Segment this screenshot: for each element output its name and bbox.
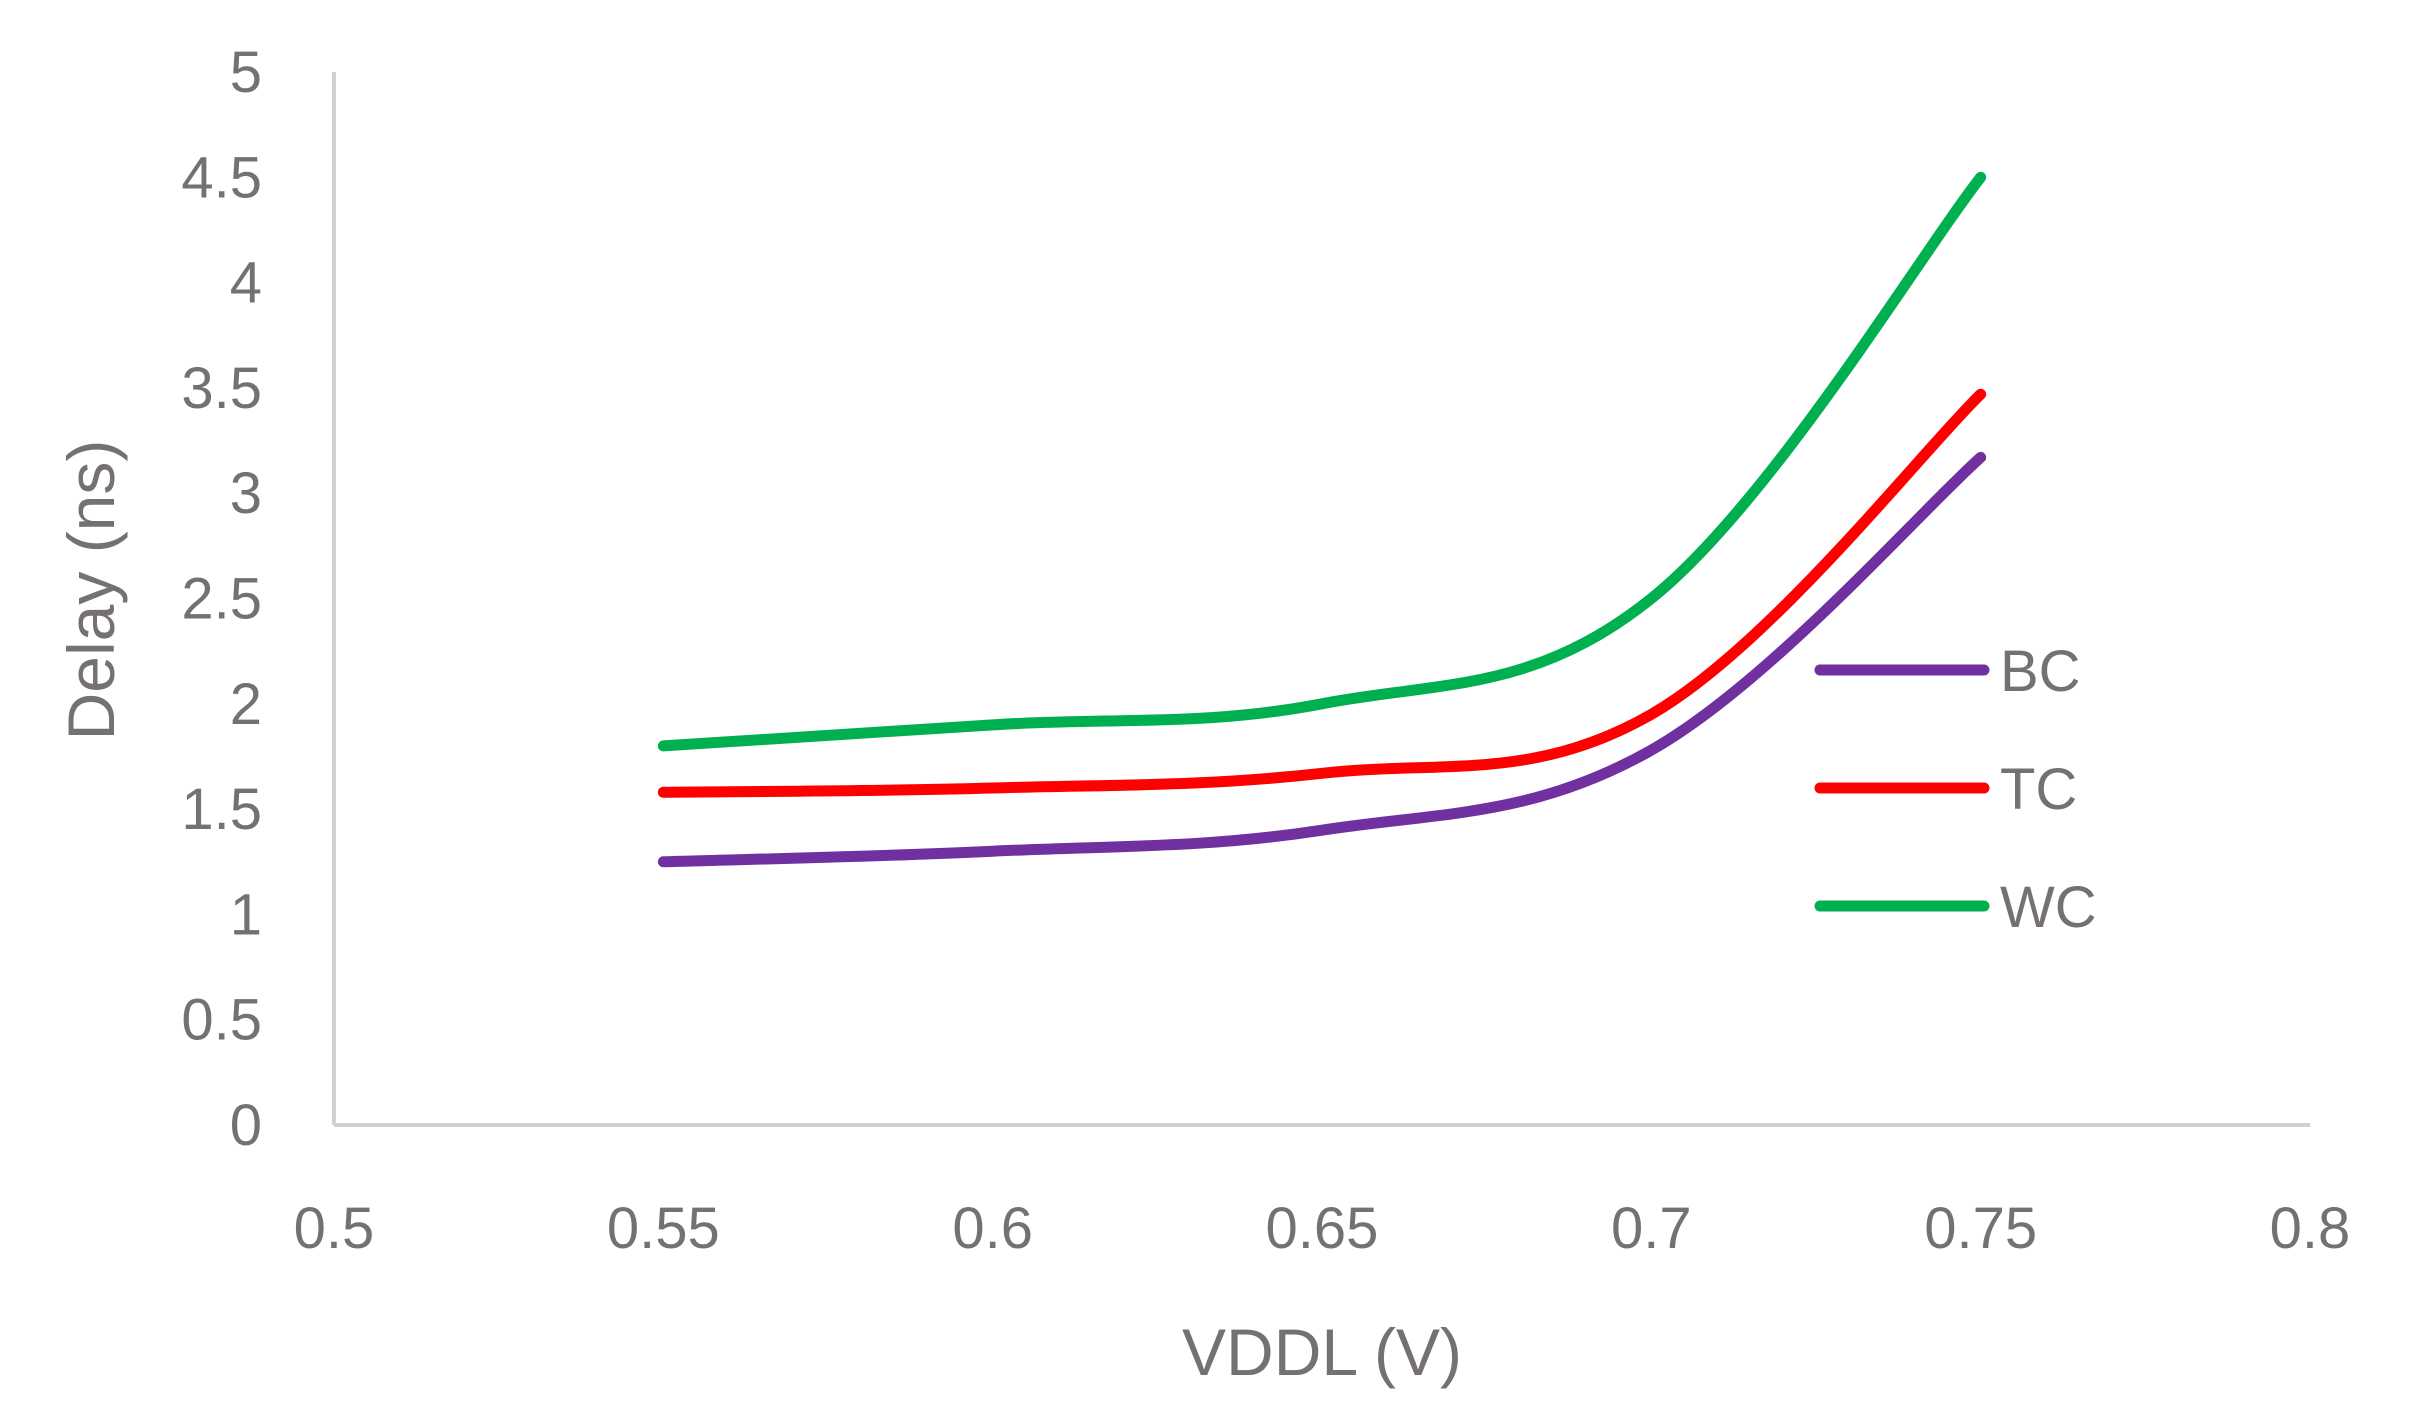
x-tick-label: 0.55 xyxy=(607,1196,720,1261)
x-tick-label: 0.5 xyxy=(294,1196,375,1261)
legend-label-tc: TC xyxy=(2000,757,2077,822)
series-line-tc xyxy=(657,388,1987,798)
y-tick-label: 4 xyxy=(230,251,262,316)
y-tick-label: 2 xyxy=(230,672,262,737)
legend-label-wc: WC xyxy=(2000,875,2097,940)
y-tick-label: 1 xyxy=(230,882,262,947)
series-line-wc xyxy=(657,171,1987,752)
y-axis-title: Delay (ns) xyxy=(54,440,128,741)
plot-series xyxy=(657,171,1987,868)
x-tick-label: 0.75 xyxy=(1924,1196,2037,1261)
y-tick-label: 0.5 xyxy=(181,988,262,1053)
series-line-bc xyxy=(657,451,1987,868)
x-tick-label: 0.7 xyxy=(1611,1196,1692,1261)
legend-label-bc: BC xyxy=(2000,639,2081,704)
y-tick-label: 3.5 xyxy=(181,356,262,421)
y-tick-label: 4.5 xyxy=(181,145,262,210)
y-tick-label: 1.5 xyxy=(181,777,262,842)
legend: BC TC WC xyxy=(1814,639,2097,940)
y-tick-label: 3 xyxy=(230,461,262,526)
x-axis: 0.5 0.55 0.6 0.65 0.7 0.75 0.8 xyxy=(294,1123,2351,1261)
y-tick-label: 2.5 xyxy=(181,567,262,632)
y-tick-label: 0 xyxy=(230,1093,262,1158)
x-axis-title: VDDL (V) xyxy=(1182,1315,1462,1389)
y-axis: 0 0.5 1 1.5 2 2.5 3 3.5 4 4.5 5 xyxy=(181,40,336,1158)
y-tick-label: 5 xyxy=(230,40,262,105)
x-tick-label: 0.6 xyxy=(952,1196,1033,1261)
x-tick-label: 0.8 xyxy=(2270,1196,2351,1261)
x-tick-label: 0.65 xyxy=(1266,1196,1379,1261)
